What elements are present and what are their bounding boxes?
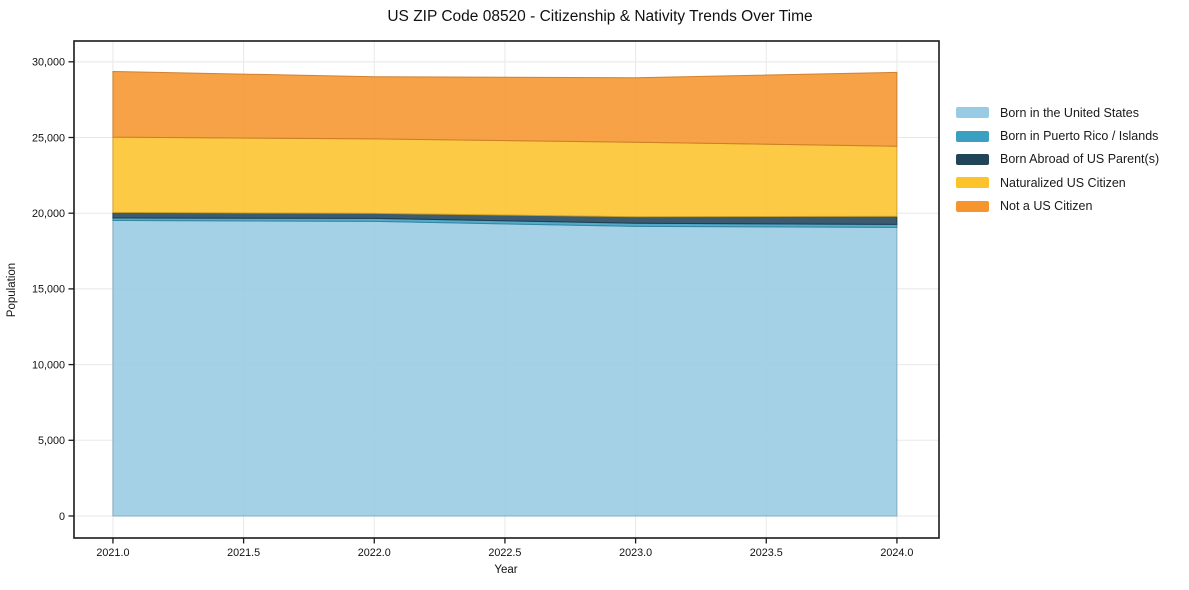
x-tick-label: 2024.0	[880, 547, 913, 559]
legend-item: Born Abroad of US Parent(s)	[956, 148, 1159, 171]
legend-label: Naturalized US Citizen	[1000, 175, 1126, 190]
legend-swatch-icon	[956, 177, 989, 189]
area-naturalized-us-citizen	[112, 136, 898, 218]
legend-label: Born in Puerto Rico / Islands	[1000, 129, 1159, 144]
area-born-in-the-united-states	[112, 219, 898, 517]
x-tick-label: 2021.5	[227, 547, 260, 559]
legend-label: Not a US Citizen	[1000, 199, 1093, 214]
y-tick-label: 25,000	[32, 132, 65, 144]
y-tick-label: 30,000	[32, 57, 65, 69]
y-tick-label: 20,000	[32, 208, 65, 220]
x-tick-label: 2022.0	[358, 547, 391, 559]
y-tick-label: 10,000	[32, 359, 65, 371]
x-tick-label: 2023.5	[750, 547, 783, 559]
legend-label: Born in the United States	[1000, 105, 1139, 120]
legend-swatch-icon	[956, 153, 989, 165]
area-not-a-us-citizen	[112, 70, 898, 147]
x-tick-label: 2023.0	[619, 547, 652, 559]
legend-item: Not a US Citizen	[956, 195, 1159, 218]
y-tick-label: 15,000	[32, 284, 65, 296]
x-tick-label: 2022.5	[488, 547, 521, 559]
y-axis-label: Population	[6, 262, 18, 318]
y-tick-label: 5,000	[38, 435, 65, 447]
legend-swatch-icon	[956, 107, 989, 119]
legend: Born in the United States Born in Puerto …	[956, 101, 1159, 218]
chart-title: US ZIP Code 08520 - Citizenship & Nativi…	[387, 8, 813, 25]
legend-item: Born in Puerto Rico / Islands	[956, 124, 1159, 147]
legend-swatch-icon	[956, 200, 989, 212]
legend-item: Born in the United States	[956, 101, 1159, 124]
legend-label: Born Abroad of US Parent(s)	[1000, 152, 1160, 167]
y-tick-label: 0	[59, 511, 65, 523]
x-tick-label: 2021.0	[96, 547, 129, 559]
legend-item: Naturalized US Citizen	[956, 171, 1159, 194]
legend-swatch-icon	[956, 130, 989, 142]
x-axis-label: Year	[494, 564, 518, 576]
